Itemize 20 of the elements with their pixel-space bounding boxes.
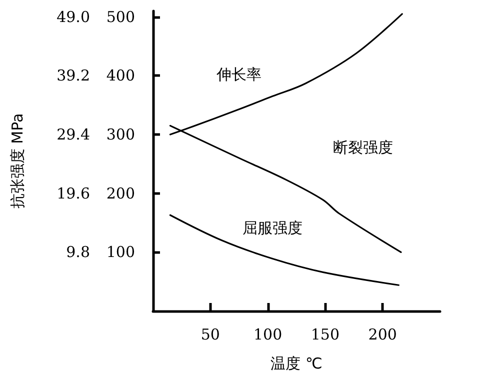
- y-tick-label: 500: [106, 8, 135, 26]
- y-tick-label: 100: [106, 243, 135, 262]
- y2-axis-title: 抗张强度 MPa: [8, 113, 26, 209]
- x-tick-label: 150: [310, 326, 340, 344]
- y2-tick-label: 49.0: [56, 8, 90, 26]
- y-tick-label: 300: [106, 126, 135, 144]
- x-tick-label: 200: [368, 326, 397, 344]
- x-axis-title: 温度 ℃: [270, 354, 322, 372]
- x-tick-label: 100: [253, 326, 282, 344]
- series-label: 屈服强度: [242, 219, 302, 238]
- x-tick-label: 50: [200, 326, 220, 344]
- y2-tick-label: 29.4: [56, 126, 90, 144]
- y-tick-label: 400: [106, 66, 135, 85]
- series-label: 伸长率: [216, 66, 262, 84]
- line-series: [169, 214, 400, 286]
- text: 断裂强度: [332, 138, 393, 156]
- y2-tick-label: 39.2: [56, 66, 90, 85]
- y2-tick-label: 19.6: [56, 184, 90, 202]
- y-tick-label: 200: [106, 184, 135, 202]
- y2-tick-label: 9.8: [66, 243, 90, 262]
